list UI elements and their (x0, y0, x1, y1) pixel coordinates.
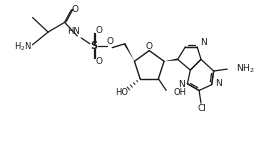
Text: O: O (95, 26, 102, 35)
Polygon shape (164, 58, 178, 61)
Text: N: N (178, 80, 184, 89)
Text: O: O (107, 37, 114, 46)
Text: N: N (200, 38, 207, 47)
Text: HO: HO (115, 88, 128, 97)
Text: S: S (90, 41, 97, 51)
Text: OH: OH (174, 88, 187, 97)
Text: O: O (72, 5, 79, 14)
Text: H$_2$N: H$_2$N (14, 40, 32, 53)
Text: HN: HN (67, 27, 80, 36)
Text: N: N (215, 79, 221, 88)
Text: O: O (146, 42, 153, 51)
Text: NH$_2$: NH$_2$ (236, 63, 255, 75)
Text: Cl: Cl (198, 104, 206, 114)
Text: O: O (95, 57, 102, 66)
Polygon shape (124, 43, 134, 61)
